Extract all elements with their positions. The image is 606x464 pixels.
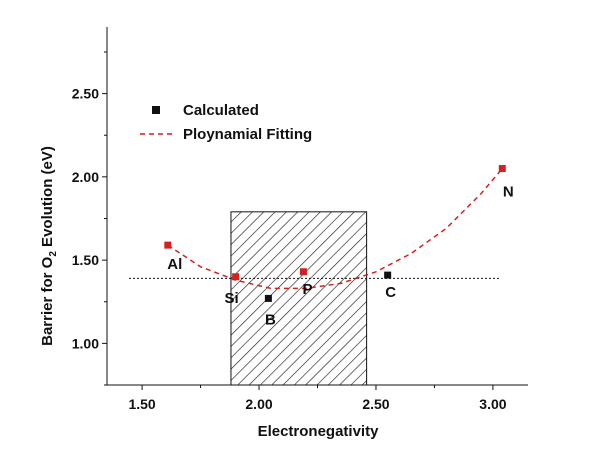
data-point-p (299, 268, 307, 276)
data-point-b (264, 294, 272, 302)
legend: Calculated Ploynamial Fitting (140, 102, 312, 143)
fit-curve (167, 168, 503, 290)
x-tick-label: 1.50 (128, 396, 155, 412)
x-tick-label: 2.00 (245, 396, 272, 412)
y-tick-label: 1.50 (72, 252, 99, 268)
legend-marker-calculated (152, 106, 160, 114)
x-tick-label: 3.00 (479, 396, 506, 412)
y-tick-label: 2.00 (72, 169, 99, 185)
y-tick-label: 1.00 (72, 335, 99, 351)
data-point-n (498, 165, 506, 173)
data-point-si (232, 273, 240, 281)
data-point-c (384, 271, 392, 279)
legend-label-calculated: Calculated (183, 102, 259, 119)
point-label-al: Al (167, 256, 182, 273)
point-label-b: B (265, 311, 276, 328)
point-label-p: P (302, 281, 312, 298)
y-tick-label: 2.50 (72, 86, 99, 102)
data-point-al (164, 241, 172, 249)
point-label-c: C (385, 284, 396, 301)
legend-label-fitting: Ploynamial Fitting (183, 126, 312, 143)
hatched-region (230, 211, 368, 386)
point-label-n: N (503, 184, 514, 201)
x-tick-label: 2.50 (362, 396, 389, 412)
x-axis-title: Electronegativity (258, 423, 380, 440)
point-label-si: Si (225, 290, 239, 307)
y-axis-title: Barrier for O2 Evolution (eV) (39, 146, 59, 346)
